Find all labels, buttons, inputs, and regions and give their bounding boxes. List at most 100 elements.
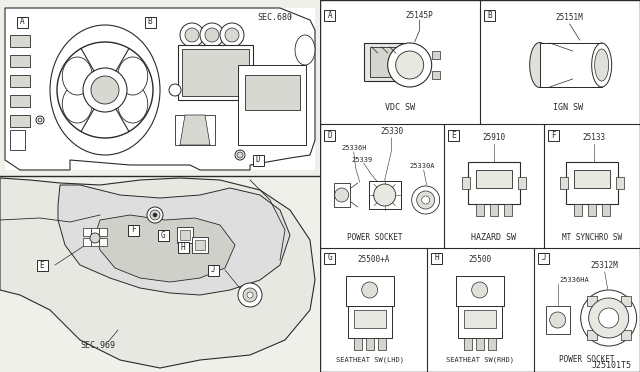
Text: A: A (20, 17, 24, 26)
Circle shape (417, 191, 435, 209)
Text: F: F (131, 225, 135, 234)
Polygon shape (58, 185, 290, 295)
Bar (621, 296, 630, 306)
Text: J: J (541, 253, 546, 263)
Text: B: B (148, 17, 152, 26)
Bar (587, 330, 596, 340)
Circle shape (412, 186, 440, 214)
Text: 25500: 25500 (468, 256, 492, 264)
Bar (195, 240, 205, 250)
Bar (83, 228, 91, 236)
Text: 25151M: 25151M (556, 13, 584, 22)
Bar (157, 230, 168, 241)
Text: HAZARD SW: HAZARD SW (471, 234, 516, 243)
Circle shape (225, 28, 239, 42)
Circle shape (374, 184, 396, 206)
Text: G: G (161, 231, 165, 240)
Bar (182, 49, 249, 96)
Circle shape (153, 213, 157, 217)
Bar (546, 306, 570, 334)
Circle shape (396, 51, 424, 79)
Text: SEATHEAT SW(RHD): SEATHEAT SW(RHD) (445, 357, 514, 363)
Bar (348, 306, 392, 338)
Bar (488, 338, 496, 350)
Bar (378, 338, 386, 350)
Bar (456, 276, 504, 306)
Circle shape (150, 210, 160, 220)
Circle shape (550, 312, 566, 328)
Circle shape (185, 28, 199, 42)
Bar (573, 204, 582, 216)
Circle shape (247, 292, 253, 298)
Circle shape (83, 68, 127, 112)
Ellipse shape (595, 49, 609, 81)
Text: 25133: 25133 (582, 134, 605, 142)
Bar (458, 306, 502, 338)
Text: POWER SOCKET: POWER SOCKET (559, 356, 614, 365)
Circle shape (220, 23, 244, 47)
Bar (490, 204, 498, 216)
Bar (370, 47, 397, 77)
Bar (476, 170, 512, 188)
Bar (588, 204, 596, 216)
Ellipse shape (530, 42, 550, 87)
Circle shape (580, 290, 637, 346)
Bar (127, 224, 138, 235)
Bar (573, 170, 610, 188)
Bar (145, 16, 156, 28)
Bar (10, 55, 30, 67)
Bar (365, 338, 374, 350)
Bar (540, 43, 602, 87)
Ellipse shape (50, 25, 160, 155)
Circle shape (36, 116, 44, 124)
Text: MT SYNCHRO SW: MT SYNCHRO SW (562, 234, 621, 243)
Ellipse shape (592, 43, 612, 87)
Bar (245, 75, 300, 110)
Bar (560, 177, 568, 189)
Bar (99, 228, 107, 236)
Circle shape (235, 150, 245, 160)
Circle shape (91, 76, 119, 104)
Text: A: A (328, 10, 332, 19)
Circle shape (238, 283, 262, 307)
Circle shape (38, 118, 42, 122)
Bar (10, 130, 25, 150)
Bar (461, 177, 470, 189)
Bar (207, 264, 218, 276)
Text: 25145P: 25145P (406, 10, 433, 19)
Circle shape (472, 282, 488, 298)
Bar (177, 241, 189, 253)
Bar (253, 154, 264, 166)
Bar (180, 230, 190, 240)
Bar (91, 238, 99, 246)
Bar (621, 330, 630, 340)
Bar (431, 253, 442, 263)
Bar (432, 51, 440, 59)
Bar (324, 129, 335, 141)
Bar (324, 10, 335, 20)
Text: H: H (435, 253, 439, 263)
Bar (369, 181, 401, 209)
Bar (91, 228, 99, 236)
Bar (99, 238, 107, 246)
Polygon shape (95, 215, 235, 282)
Bar (566, 162, 618, 204)
Bar (476, 338, 484, 350)
Text: 25336H: 25336H (342, 145, 367, 151)
Circle shape (237, 152, 243, 158)
Circle shape (200, 23, 224, 47)
Bar (324, 253, 335, 263)
Bar (464, 338, 472, 350)
Text: D: D (256, 155, 260, 164)
Bar (448, 129, 459, 141)
Text: J25101T5: J25101T5 (592, 361, 632, 370)
Text: 25339: 25339 (352, 157, 373, 163)
Circle shape (335, 188, 349, 202)
Text: E: E (451, 131, 456, 140)
Text: J: J (211, 266, 215, 275)
Bar (484, 10, 495, 20)
Text: 25500+A: 25500+A (358, 256, 390, 264)
Text: H: H (180, 243, 186, 251)
Bar (432, 71, 440, 79)
Circle shape (147, 207, 163, 223)
